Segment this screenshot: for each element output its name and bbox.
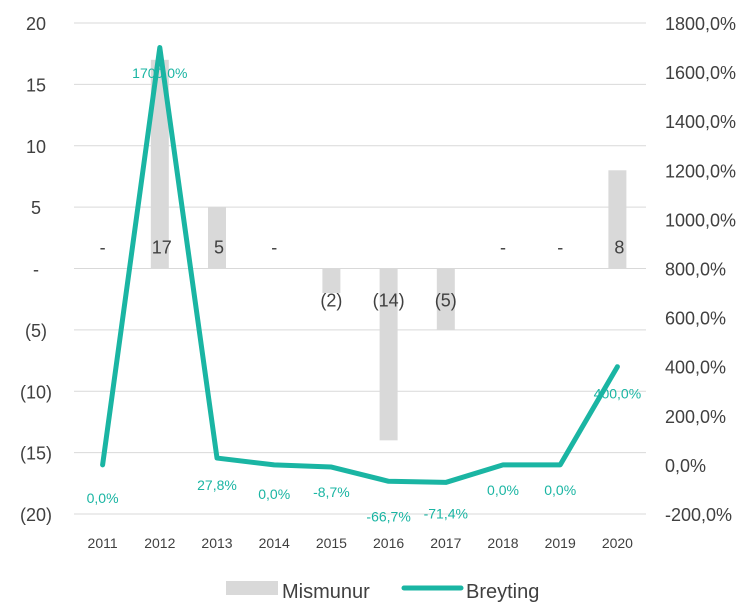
bar-data-label: - [500, 238, 506, 258]
x-axis-tick-label: 2019 [545, 535, 576, 551]
left-axis-tick-label: 5 [31, 198, 41, 218]
line-data-label: -71,4% [424, 505, 468, 521]
left-axis-tick-label: (20) [20, 505, 52, 525]
right-axis-tick-label: 400,0% [665, 358, 726, 378]
bar-data-label: 8 [614, 238, 624, 258]
x-axis-tick-label: 2011 [88, 535, 118, 551]
bar [150, 59, 169, 269]
right-axis-tick-label: -200,0% [665, 505, 732, 525]
bar-data-label: (14) [373, 291, 405, 311]
line-series-breyting [100, 45, 620, 485]
x-axis-tick-label: 2013 [201, 535, 232, 551]
bar [379, 268, 398, 441]
left-axis-tick-label: (5) [25, 321, 47, 341]
right-axis-tick-label: 1600,0% [665, 63, 736, 83]
bar [436, 268, 455, 330]
bar [208, 207, 226, 269]
bar-data-label: (5) [435, 291, 457, 311]
bar [322, 268, 341, 294]
line-data-label: -66,7% [366, 508, 410, 524]
x-axis-tick-label: 2016 [373, 535, 404, 551]
line-data-label: 0,0% [87, 490, 119, 506]
right-axis-tick-label: 200,0% [665, 407, 726, 427]
right-axis-tick-label: 600,0% [665, 309, 726, 329]
left-axis-tick-label: (10) [20, 382, 52, 402]
bar [608, 170, 627, 269]
x-axis-tick-label: 2014 [259, 535, 290, 551]
legend-swatch-mismunur [226, 581, 278, 595]
x-axis-tick-label: 2020 [602, 535, 633, 551]
bar-data-label: - [271, 238, 277, 258]
line-data-label: 0,0% [544, 482, 576, 498]
line-data-label: 0,0% [487, 482, 519, 498]
legend-label: Breyting [466, 581, 539, 603]
bar-data-label: - [557, 238, 563, 258]
x-axis-tick-label: 2017 [430, 535, 461, 551]
line-data-label: 27,8% [197, 477, 237, 493]
left-axis-tick-label: 20 [26, 14, 46, 34]
right-axis-tick-label: 1400,0% [665, 112, 736, 132]
x-axis-tick-label: 2015 [316, 535, 347, 551]
x-axis-tick-label: 2018 [487, 535, 518, 551]
bar-data-label: - [100, 238, 106, 258]
left-axis-tick-label: 10 [26, 137, 46, 157]
right-axis-tick-label: 0,0% [665, 456, 706, 476]
x-axis-tick-label: 2012 [144, 535, 175, 551]
line-data-label: -8,7% [313, 484, 350, 500]
bar-data-label: (2) [320, 291, 342, 311]
left-axis-tick-label: - [33, 260, 39, 280]
bar-data-label: 5 [214, 238, 224, 258]
left-axis-tick-label: 15 [26, 75, 46, 95]
legend-label: Mismunur [282, 581, 370, 603]
right-axis-tick-label: 1000,0% [665, 210, 736, 230]
right-axis-tick-label: 1800,0% [665, 14, 736, 34]
line-data-label: 1700,0% [132, 65, 187, 81]
line-data-label: 400,0% [594, 386, 641, 402]
left-axis-tick-label: (15) [20, 444, 52, 464]
legend: Mismunur Breyting [226, 581, 539, 603]
bar-data-label: 17 [152, 238, 172, 258]
right-axis-tick-label: 800,0% [665, 260, 726, 280]
right-axis-tick-label: 1200,0% [665, 161, 736, 181]
line-data-label: 0,0% [258, 486, 290, 502]
